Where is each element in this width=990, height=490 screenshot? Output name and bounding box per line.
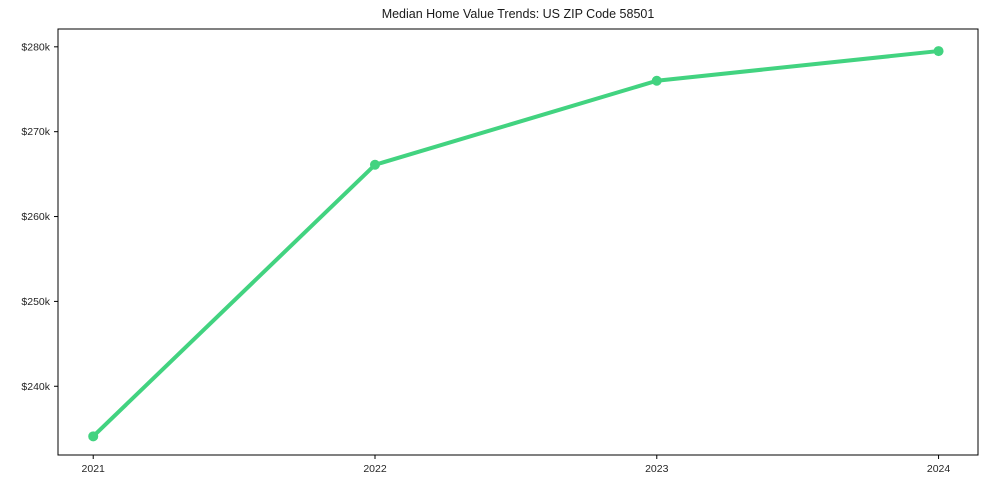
trend-line <box>91 49 941 439</box>
y-tick-label: $280k <box>21 41 50 53</box>
data-point-marker <box>88 431 99 442</box>
chart-title: Median Home Value Trends: US ZIP Code 58… <box>381 7 655 21</box>
y-tick-label: $240k <box>21 381 50 393</box>
x-tick-label: 2023 <box>645 463 669 475</box>
y-tick-label: $250k <box>21 296 50 308</box>
y-tick-label: $270k <box>21 126 50 138</box>
data-point-marker <box>369 159 380 170</box>
data-point-marker <box>933 46 944 57</box>
x-tick-label: 2022 <box>363 463 387 475</box>
y-tick-label: $260k <box>21 211 50 223</box>
data-point-marker <box>651 75 662 86</box>
x-tick-label: 2024 <box>927 463 951 475</box>
plot-border <box>57 28 979 456</box>
x-tick-label: 2021 <box>82 463 106 475</box>
